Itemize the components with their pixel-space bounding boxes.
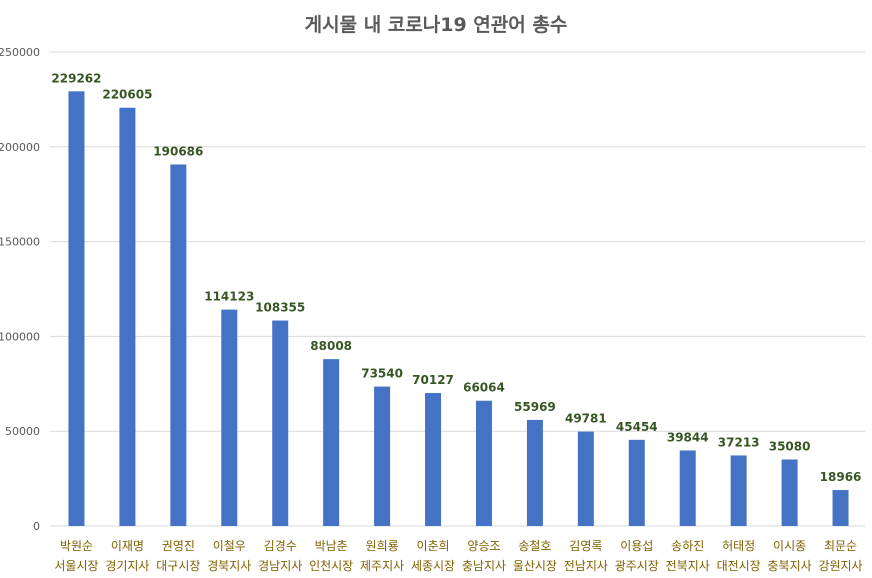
bar bbox=[577, 431, 594, 526]
data-label: 229262 bbox=[51, 71, 101, 85]
data-label: 108355 bbox=[255, 301, 305, 315]
bar bbox=[730, 455, 747, 526]
y-tick-label: 0 bbox=[33, 520, 40, 533]
x-tick-label-name: 이철우 bbox=[213, 539, 246, 553]
data-label: 73540 bbox=[361, 367, 403, 381]
x-tick-label-name: 송하진 bbox=[671, 539, 704, 553]
x-tick-label-name: 이재명 bbox=[111, 539, 144, 553]
bar bbox=[272, 320, 289, 526]
x-tick-label-name: 김영록 bbox=[569, 539, 602, 553]
y-tick-label: 200000 bbox=[0, 141, 40, 154]
x-tick-label-role: 경남지사 bbox=[258, 559, 302, 573]
data-label: 35080 bbox=[769, 439, 811, 453]
x-tick-label-role: 충남지사 bbox=[462, 559, 506, 573]
data-label: 45454 bbox=[616, 420, 658, 434]
x-tick-label-name: 권영진 bbox=[162, 539, 195, 553]
data-label: 18966 bbox=[820, 470, 862, 484]
x-tick-label-name: 박원순 bbox=[60, 539, 93, 553]
x-tick-label-role: 대전시장 bbox=[717, 559, 761, 573]
data-label: 37213 bbox=[718, 435, 760, 449]
x-tick-label-role: 서울시장 bbox=[54, 559, 98, 573]
bar bbox=[221, 309, 238, 526]
data-label: 55969 bbox=[514, 400, 556, 414]
x-tick-label-role: 강원지사 bbox=[818, 559, 862, 573]
bar bbox=[628, 439, 645, 526]
x-tick-label-role: 경북지사 bbox=[207, 559, 251, 573]
x-tick-label-name: 김경수 bbox=[264, 539, 297, 553]
bar bbox=[119, 107, 136, 527]
x-tick-label-name: 양승조 bbox=[467, 539, 500, 553]
data-label: 88008 bbox=[310, 339, 352, 353]
x-tick-label-role: 대구시장 bbox=[156, 559, 200, 573]
y-tick-label: 100000 bbox=[0, 330, 40, 343]
data-label: 49781 bbox=[565, 412, 607, 426]
bar bbox=[475, 400, 492, 526]
x-tick-label-role: 전북지사 bbox=[666, 559, 710, 573]
x-tick-label-name: 원희룡 bbox=[366, 539, 399, 553]
x-tick-label-role: 충북지사 bbox=[768, 559, 812, 573]
x-tick-label-role: 광주시장 bbox=[615, 559, 659, 573]
data-label: 220605 bbox=[102, 88, 152, 102]
x-tick-label-name: 박남춘 bbox=[315, 539, 348, 553]
data-label: 114123 bbox=[204, 290, 254, 304]
x-tick-label-name: 이시종 bbox=[773, 539, 806, 553]
data-label: 70127 bbox=[412, 373, 454, 387]
y-tick-label: 250000 bbox=[0, 46, 40, 59]
x-tick-label-name: 허태정 bbox=[722, 539, 755, 553]
x-tick-label-role: 울산시장 bbox=[513, 559, 557, 573]
bar bbox=[526, 419, 543, 526]
data-label: 190686 bbox=[153, 144, 203, 158]
y-tick-label: 150000 bbox=[0, 236, 40, 249]
x-tick-label-name: 최문순 bbox=[824, 539, 857, 553]
bar bbox=[323, 359, 340, 526]
x-tick-label-role: 세종시장 bbox=[411, 559, 455, 573]
data-label: 39844 bbox=[667, 430, 709, 444]
x-tick-label-role: 인천시장 bbox=[309, 558, 353, 573]
x-tick-label-name: 송철호 bbox=[518, 539, 551, 553]
bar bbox=[170, 164, 187, 526]
bar bbox=[679, 450, 696, 526]
x-tick-label-name: 이용섭 bbox=[620, 539, 653, 553]
x-tick-label-name: 이춘희 bbox=[416, 539, 449, 553]
bar bbox=[781, 459, 798, 526]
x-tick-label-role: 경기지사 bbox=[105, 559, 149, 573]
data-label: 66064 bbox=[463, 381, 505, 395]
y-tick-label: 50000 bbox=[5, 425, 40, 438]
x-tick-label-role: 제주지사 bbox=[360, 559, 404, 573]
chart-title: 게시물 내 코로나19 연관어 총수 bbox=[304, 14, 568, 36]
bar bbox=[832, 490, 849, 526]
bar bbox=[374, 386, 391, 526]
bar bbox=[425, 393, 442, 526]
bar bbox=[68, 91, 85, 526]
x-tick-label-role: 전남지사 bbox=[564, 559, 608, 573]
